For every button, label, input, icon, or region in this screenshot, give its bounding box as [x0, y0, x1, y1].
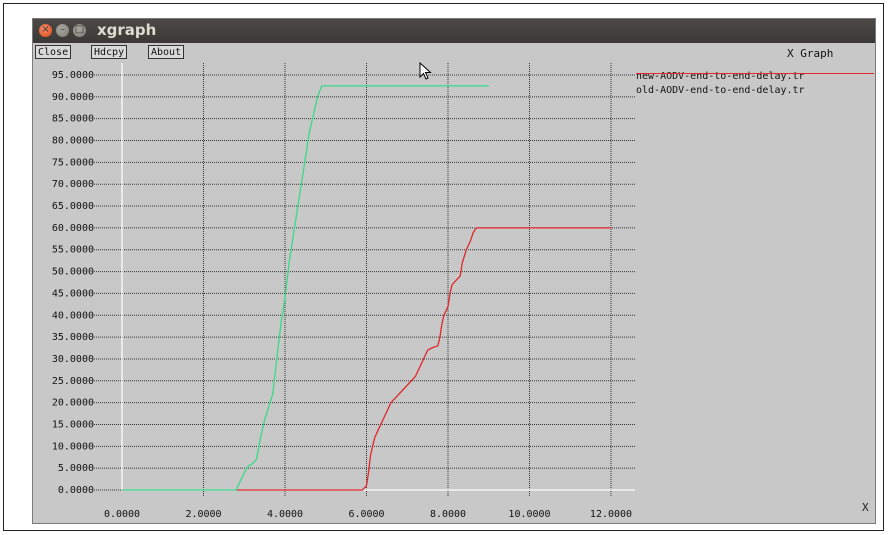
hdcpy-button[interactable]: Hdcpy [91, 45, 128, 59]
legend-series-1-line [636, 73, 874, 74]
y-tick-label: 45.0000 [52, 288, 94, 299]
about-button[interactable]: About [148, 45, 185, 59]
x-tick-label: 0.0000 [104, 509, 140, 520]
x-tick-label: 12.0000 [590, 509, 632, 520]
plot-area: 0.0000 5.0000 10.0000 15.0000 20.0000 25.0000… [52, 63, 635, 520]
y-tick-label: 50.0000 [52, 267, 94, 278]
y-tick-label: 15.0000 [52, 419, 94, 430]
y-tick-label: 35.0000 [52, 332, 94, 343]
window-maximize-icon[interactable]: □ [73, 24, 86, 37]
y-tick-label: 70.0000 [52, 179, 94, 190]
y-tick-label: 75.0000 [52, 157, 94, 168]
title-bar: × – □ xgraph [33, 19, 875, 43]
x-tick-label: 6.0000 [348, 509, 384, 520]
y-tick-label: 25.0000 [52, 376, 94, 387]
y-tick-label: 55.0000 [52, 245, 94, 256]
legend-series-2-label: old-AODV-end-to-end-delay.tr [636, 85, 805, 96]
y-tick-label: 30.0000 [52, 354, 94, 365]
x-tick-label: 10.0000 [508, 509, 550, 520]
y-tick-label: 85.0000 [52, 114, 94, 125]
y-tick-label: 90.0000 [52, 92, 94, 103]
y-tick-label: 80.0000 [52, 136, 94, 147]
y-tick-label: 95.0000 [52, 70, 94, 81]
window-minimize-icon[interactable]: – [56, 24, 69, 37]
corner-x-mark: X [862, 501, 869, 514]
x-tick-label: 2.0000 [185, 509, 221, 520]
series-line-2 [122, 85, 489, 491]
y-tick-label: 65.0000 [52, 201, 94, 212]
y-tick-label: 40.0000 [52, 310, 94, 321]
legend-series-1-label: new-AODV-end-to-end-delay.tr [636, 71, 805, 82]
window-close-icon[interactable]: × [39, 24, 52, 37]
window-title: xgraph [97, 21, 157, 39]
y-tick-label: 10.0000 [52, 441, 94, 452]
y-tick-label: 20.0000 [52, 398, 94, 409]
y-tick-label: 60.0000 [52, 223, 94, 234]
y-tick-label: 5.0000 [58, 463, 94, 474]
y-tick-label: 0.0000 [58, 485, 94, 496]
x-tick-label: 4.0000 [267, 509, 303, 520]
graph-title: X Graph [787, 47, 834, 60]
mouse-pointer-icon [419, 61, 433, 84]
close-button[interactable]: Close [35, 45, 72, 59]
series-line-1 [236, 227, 611, 491]
x-tick-label: 8.0000 [430, 509, 466, 520]
xgraph-window: × – □ xgraph Close Hdcpy About X Graph n… [32, 18, 876, 524]
